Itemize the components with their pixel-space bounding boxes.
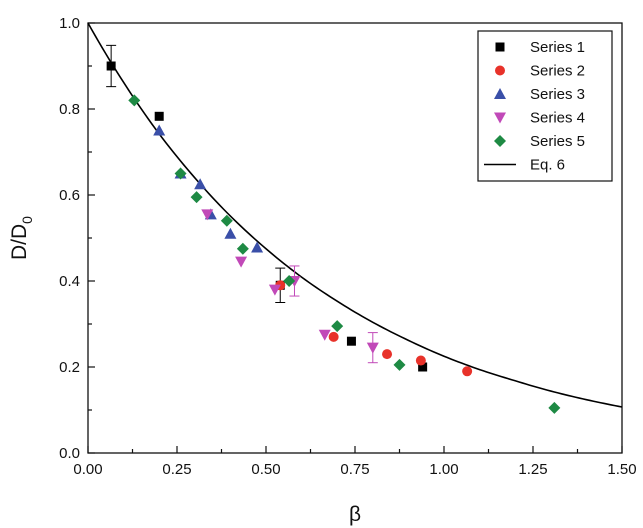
error-bars: [106, 44, 378, 364]
legend-marker-series-4: [494, 112, 506, 124]
x-axis-title: β: [349, 503, 361, 526]
legend-label-series-1: Series 1: [530, 39, 585, 56]
y-tick-label: 0.0: [59, 445, 80, 462]
series-1-point: [418, 362, 428, 372]
x-tick-label: 0.50: [251, 461, 280, 478]
legend-label-series-4: Series 4: [530, 110, 585, 127]
series-3-point: [153, 124, 166, 136]
x-tick-label: 1.00: [429, 461, 458, 478]
legend-label-series-2: Series 2: [530, 63, 585, 80]
series-5-point: [190, 191, 203, 204]
legend-marker-series-3: [494, 88, 506, 99]
series-4-point: [235, 256, 248, 268]
x-tick-label: 0.25: [162, 461, 191, 478]
series-4-point: [318, 329, 331, 341]
legend: Series 1 Series 2 Series 3 Series 4 Series 5…: [477, 30, 613, 182]
y-axis-title: D/D0: [8, 216, 35, 260]
legend-label-eq-6: Eq. 6: [530, 157, 565, 174]
y-axis-title-subscript: 0: [19, 216, 35, 224]
x-axis: 0.00 0.25 0.50 0.75 1.00 1.25 1.50: [73, 446, 637, 478]
series-5-point: [236, 242, 249, 255]
series-1-point: [346, 336, 356, 346]
y-tick-label: 0.4: [59, 273, 80, 290]
legend-marker-series-1: [495, 42, 505, 52]
series-1-point: [106, 61, 116, 71]
legend-marker-series-5: [494, 135, 506, 147]
series-4-point: [366, 342, 379, 354]
series-3-point: [194, 178, 207, 190]
x-tick-label: 0.00: [73, 461, 102, 478]
y-axis-title-main: D/D: [8, 224, 31, 260]
legend-marker-series-2: [495, 65, 505, 76]
legend-label-series-3: Series 3: [530, 86, 585, 103]
series-2-point: [415, 355, 426, 366]
series-3-point: [224, 227, 237, 239]
series-5-point: [393, 358, 406, 371]
series-1-point: [154, 111, 164, 121]
series-3-point: [251, 241, 264, 253]
y-tick-label: 1.0: [59, 15, 80, 32]
series-4-point: [201, 209, 214, 221]
series-2-point: [382, 349, 393, 360]
y-tick-label: 0.8: [59, 101, 80, 118]
series-5-point: [174, 167, 187, 180]
y-tick-label: 0.6: [59, 187, 80, 204]
fit-curve-layer: [87, 22, 623, 408]
series-2-point: [462, 366, 473, 377]
y-tick-label: 0.2: [59, 359, 80, 376]
series-2-point: [328, 331, 339, 342]
x-tick-label: 1.50: [607, 461, 636, 478]
series-4-point: [268, 284, 281, 296]
eq-6-curve: [87, 22, 623, 408]
legend-label-series-5: Series 5: [530, 133, 585, 150]
legend-box: [477, 30, 613, 182]
data-points: [106, 61, 561, 414]
x-tick-label: 0.75: [340, 461, 369, 478]
series-5-point: [331, 320, 344, 333]
series-5-point: [548, 401, 561, 414]
series-5-point: [220, 214, 233, 227]
y-axis: 0.0 0.2 0.4 0.6 0.8 1.0: [59, 15, 95, 462]
series-5-point: [283, 275, 296, 287]
x-tick-label: 1.25: [518, 461, 547, 478]
series-5-point: [128, 94, 141, 107]
